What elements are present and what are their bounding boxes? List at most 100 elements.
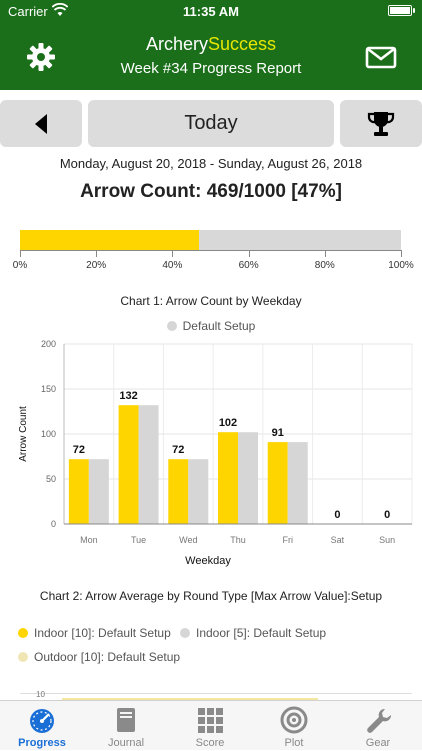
date-range: Monday, August 20, 2018 - Sunday, August…: [59, 156, 363, 171]
progress-tick-mark: [172, 250, 174, 257]
status-bar: Carrier 11:35 AM: [0, 0, 422, 22]
trophy-icon: [367, 111, 395, 136]
week-toolbar: Today: [0, 100, 422, 148]
trophy-button[interactable]: [340, 100, 422, 147]
chart2-legend-item-1: Indoor [10]: Default Setup: [18, 626, 171, 640]
gear-icon[interactable]: [24, 40, 58, 74]
arrow-count-chart: 0 50 100 150 200 72 Mon 132 Tue 72 Wed 102 Thu 91 Fri 0…: [18, 339, 413, 567]
carrier-label: Carrier: [8, 4, 48, 19]
bar-current: [168, 459, 189, 524]
tab-score[interactable]: Score: [168, 701, 252, 751]
tab-progress[interactable]: Progress: [0, 701, 84, 751]
grid-icon: [198, 708, 223, 733]
report-subtitle: Week #34 Progress Report: [120, 60, 302, 77]
chart1-legend-label: Default Setup: [182, 319, 256, 333]
x-tick-label: Sun: [379, 535, 395, 545]
previous-week-button[interactable]: [0, 100, 82, 147]
data-label: 91: [272, 427, 284, 439]
progress-tick-mark: [20, 250, 21, 257]
wrench-icon: [367, 708, 392, 733]
data-label: 72: [172, 444, 184, 456]
progress-tick-label: 20%: [86, 260, 107, 271]
legend-dot: [166, 321, 177, 331]
data-label: 72: [73, 444, 85, 456]
data-label: 0: [334, 509, 340, 521]
progress-tick-mark: [401, 250, 402, 257]
chart2-legend-label: Indoor [5]: Default Setup: [196, 626, 327, 640]
chart2-legend-label: Outdoor [10]: Default Setup: [34, 650, 181, 664]
x-tick-label: Thu: [230, 535, 246, 545]
progress-tick-label: 60%: [238, 260, 259, 271]
tab-plot[interactable]: Plot: [252, 701, 336, 751]
app-title-part2: Success: [207, 34, 277, 54]
y-tick-label: 200: [41, 339, 56, 349]
tab-label: Progress: [18, 737, 66, 749]
tab-gear[interactable]: Gear: [336, 701, 420, 751]
bar-default-setup: [238, 432, 258, 524]
y-tick-label: 0: [51, 519, 56, 529]
bar-current: [267, 442, 288, 524]
legend-dot: [18, 652, 28, 662]
bar-default-setup: [188, 459, 209, 524]
progress-axis: [20, 250, 401, 260]
chart2-bar: [62, 698, 318, 701]
arrow-count-heading: Arrow Count: 469/1000 [47%]: [80, 181, 342, 202]
chart2-title: Chart 2: Arrow Average by Round Type [Ma…: [39, 589, 383, 603]
arrow-progress-fill: [20, 230, 199, 250]
status-time: 11:35 AM: [183, 4, 239, 19]
arrow-progress-bar: [20, 230, 401, 250]
data-label: 132: [119, 390, 137, 402]
y-tick-label: 150: [41, 384, 56, 394]
chart1-legend: Default Setup: [0, 319, 422, 333]
y-tick-label: 50: [46, 474, 56, 484]
chart2-legend-item-3: Outdoor [10]: Default Setup: [18, 650, 180, 664]
chart1-title: Chart 1: Arrow Count by Weekday: [120, 294, 302, 308]
mail-icon[interactable]: [364, 40, 398, 74]
progress-tick-label: 0%: [12, 260, 28, 271]
app-title-part1: Archery: [145, 34, 208, 54]
battery-tip: [413, 8, 415, 13]
tab-bar: Progress Journal Score Plot Ge: [0, 700, 422, 750]
data-label: 0: [384, 509, 390, 521]
x-tick-label: Wed: [179, 535, 197, 545]
bar-default-setup: [287, 442, 308, 524]
y-axis-label: Arrow Count: [18, 406, 29, 462]
chart2-legend-item-2: Indoor [5]: Default Setup: [180, 626, 326, 640]
progress-tick-mark: [96, 250, 98, 257]
tab-label: Score: [195, 737, 225, 749]
bar-default-setup: [138, 405, 159, 524]
x-axis-label: Weekday: [185, 555, 231, 567]
app-title: ArcherySuccess: [0, 34, 422, 55]
x-tick-label: Fri: [282, 535, 293, 545]
bar-current: [118, 405, 139, 524]
tab-journal[interactable]: Journal: [84, 701, 168, 751]
target-icon: [280, 706, 308, 734]
book-icon: [117, 708, 135, 732]
nav-bar: ArcherySuccess Week #34 Progress Report: [0, 22, 422, 90]
legend-dot: [180, 628, 190, 638]
x-tick-label: Tue: [131, 535, 146, 545]
gauge-icon: [30, 709, 54, 733]
battery-icon: [388, 5, 412, 16]
progress-tick-label: 40%: [162, 260, 183, 271]
progress-tick-mark: [324, 250, 326, 257]
bar-current: [218, 432, 238, 524]
back-arrow-icon: [35, 113, 47, 134]
wifi-icon: [52, 3, 68, 16]
progress-tick-label: 80%: [314, 260, 335, 271]
x-tick-label: Mon: [80, 535, 98, 545]
bar-default-setup: [88, 459, 109, 524]
data-label: 102: [219, 417, 237, 429]
bar-current: [68, 459, 89, 524]
tab-label: Plot: [284, 737, 304, 749]
chart2-y-tick: 10: [36, 690, 45, 699]
tab-label: Journal: [107, 737, 145, 749]
chart2-plot-area: 10: [20, 690, 412, 701]
progress-tick-mark: [248, 250, 250, 257]
y-tick-label: 100: [41, 429, 56, 439]
today-button[interactable]: Today: [88, 100, 334, 147]
chart2-legend-label: Indoor [10]: Default Setup: [34, 626, 171, 640]
legend-dot: [18, 628, 28, 638]
tab-label: Gear: [365, 737, 391, 749]
x-tick-label: Sat: [331, 535, 345, 545]
